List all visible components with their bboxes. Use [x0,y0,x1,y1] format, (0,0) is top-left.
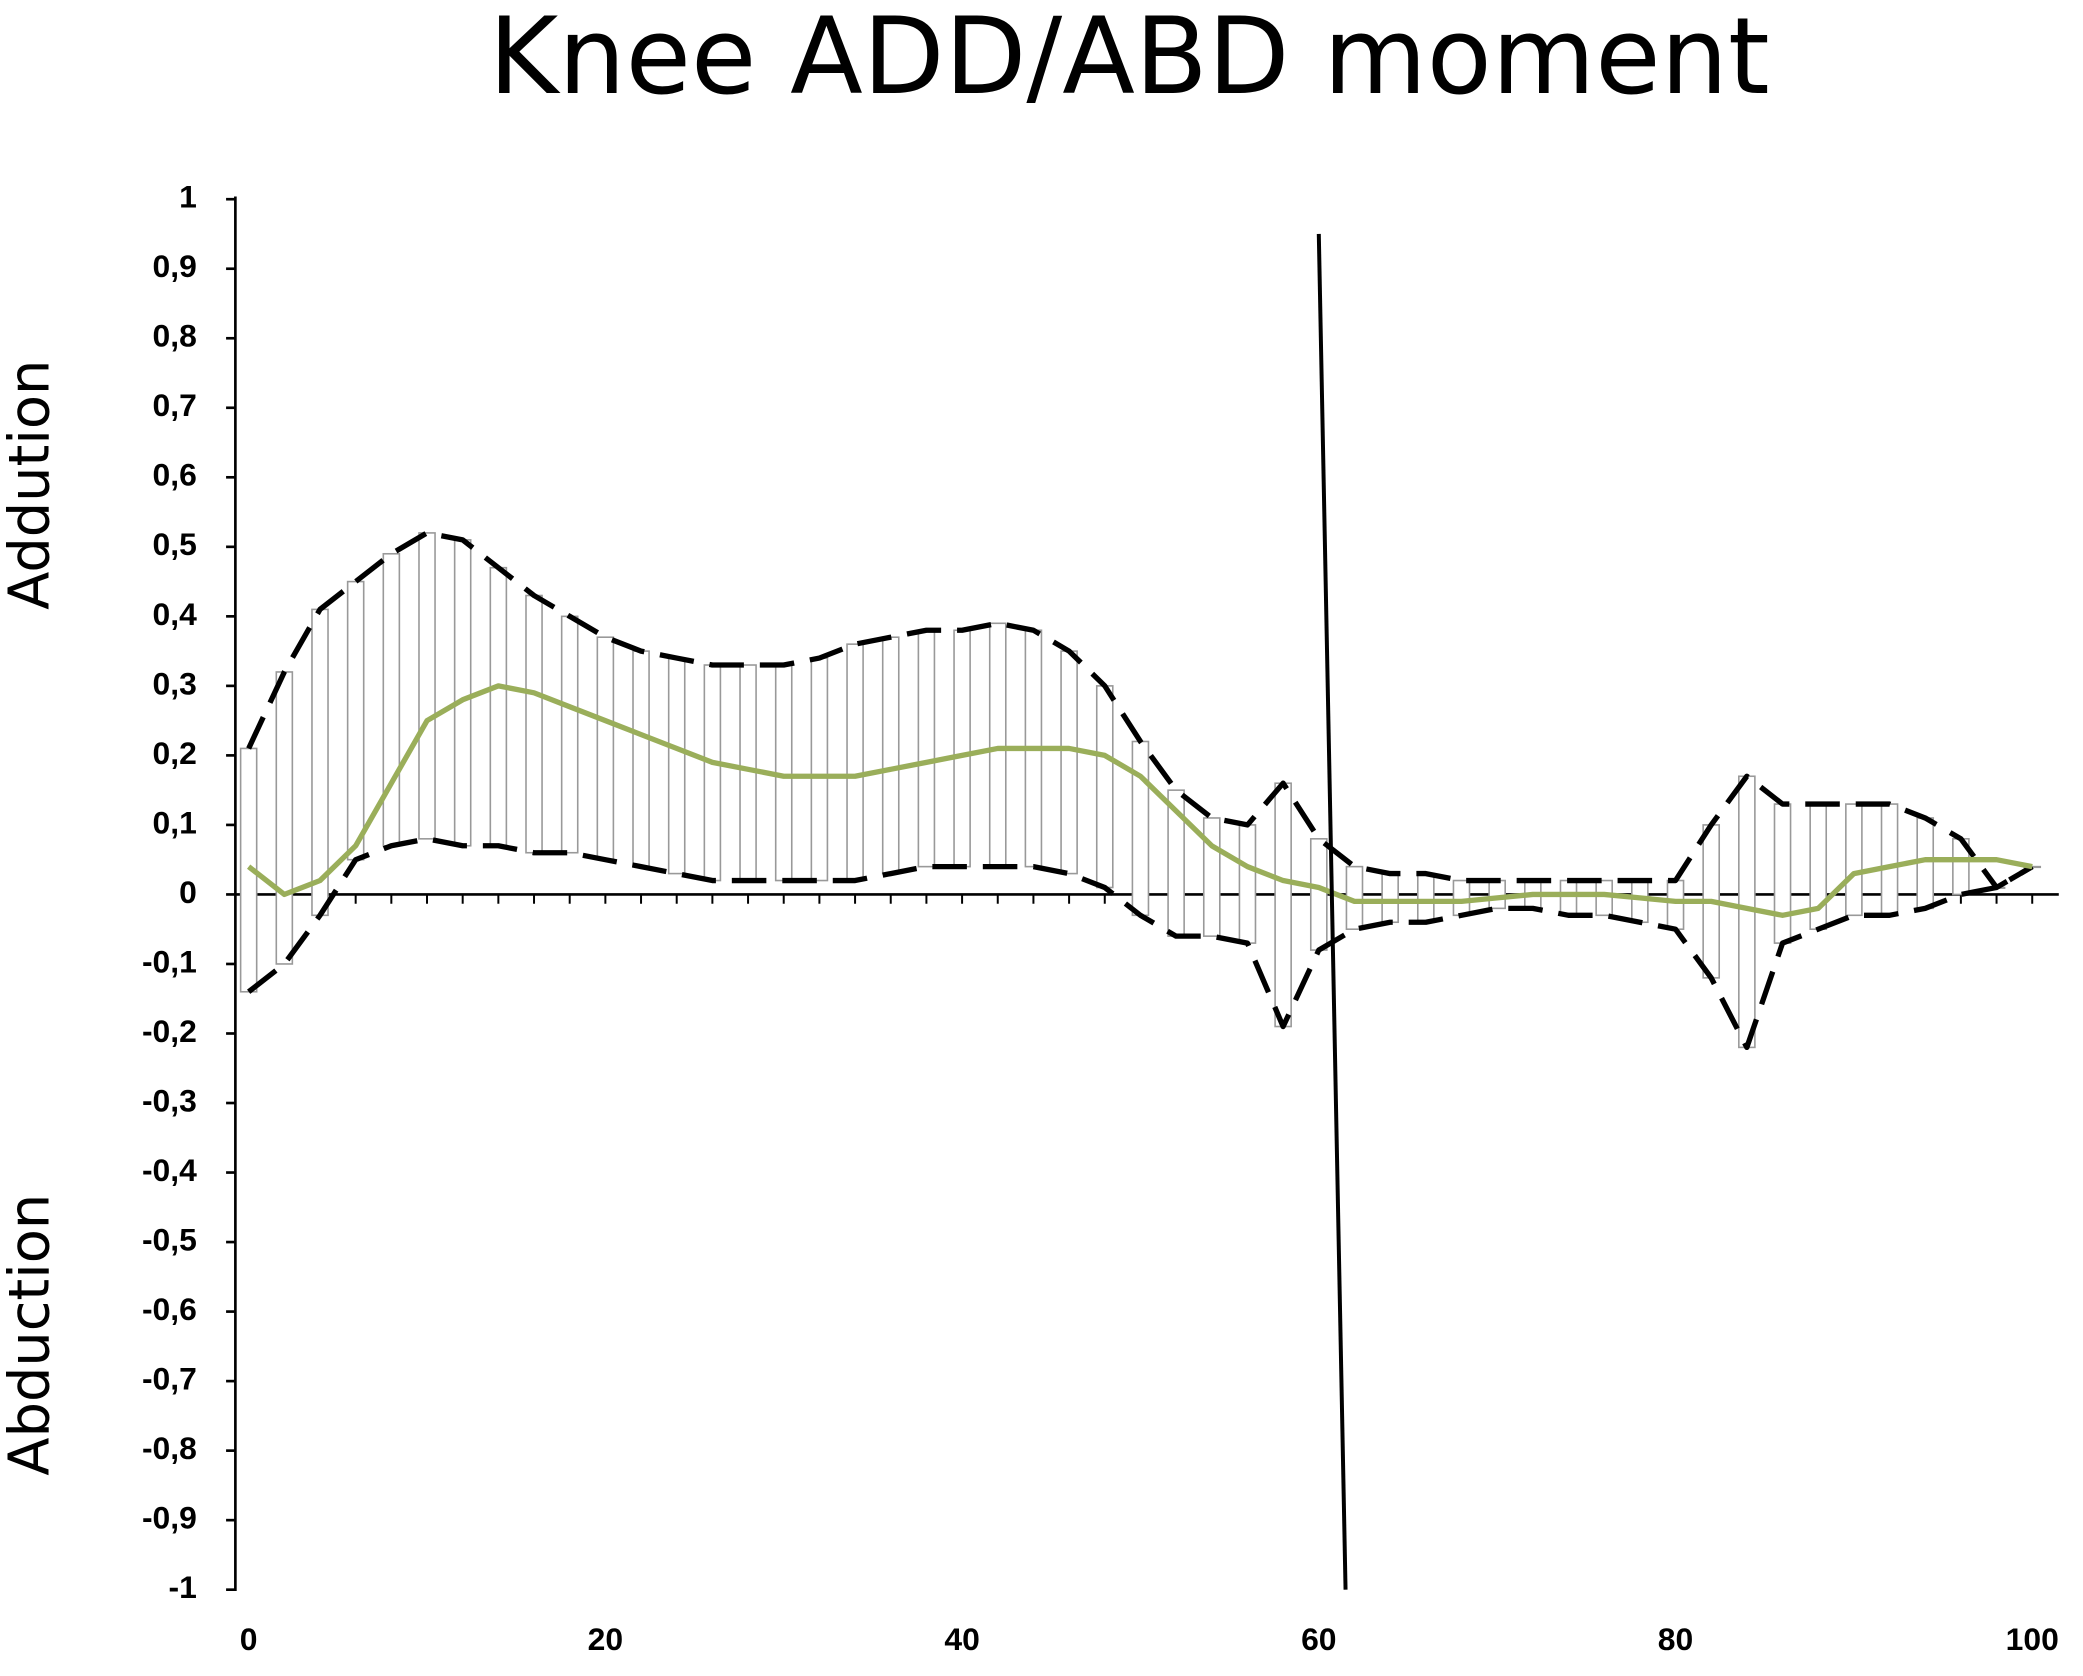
range-bar [1773,803,1792,944]
y-tick-label: 1 [179,179,197,215]
y-tick-label: 0,4 [153,596,198,632]
range-bar [703,664,722,882]
range-bar [667,657,686,875]
range-bar [1845,803,1863,917]
range-bar [917,629,936,868]
range-bar [525,594,543,854]
y-tick-label: 0,9 [153,248,197,284]
range-bar [418,532,436,840]
y-tick-label: 0,5 [153,526,197,562]
range-bar [1880,803,1899,917]
y-tick-label: -0,6 [142,1291,197,1327]
range-bar [1309,838,1328,951]
range-bar [953,629,971,868]
range-bar [1416,872,1435,924]
x-tick-label: 80 [1658,1621,1693,1657]
mean-line [247,683,2033,918]
x-tick-label: 60 [1301,1621,1336,1657]
range-bar [1202,817,1221,937]
range-bar [1452,879,1471,917]
y-tick-label: 0,2 [153,735,197,771]
range-bar [1095,685,1114,889]
chart-title: Knee ADD/ABD moment [489,0,1770,119]
y-tick-label: 0 [179,874,197,910]
range-bar [1559,879,1578,917]
range-bar [632,650,650,868]
range-bar [1238,824,1257,944]
range-bar [1274,782,1292,1028]
range-bar [1488,879,1506,910]
range-bar [382,552,401,847]
y-axis-label: Addution [0,360,63,610]
range-bar [846,643,864,882]
range-bar [810,657,829,882]
y-tick-label: -0,8 [142,1430,197,1466]
y-tick-label: -0,4 [142,1152,197,1188]
y-tick-label: 0,8 [153,318,197,354]
range-bar [275,671,294,965]
y-tick-label: -0,2 [142,1013,197,1049]
y-tick-label: -1 [169,1569,197,1605]
range-bar [489,566,508,847]
range-bar [596,636,615,861]
y-tick-label: 0,3 [153,665,197,701]
range-bar [453,539,472,847]
range-bar [1131,740,1150,917]
x-tick-label: 20 [588,1621,623,1657]
y-tick-label: 0,7 [153,387,197,423]
sd-line [246,530,2034,891]
range-bar [1060,650,1078,875]
range-bar [1381,872,1399,924]
range-bar [1631,879,1649,924]
x-tick-label: 0 [240,1621,258,1657]
y-tick-label: 0,1 [153,804,197,840]
reference-line [1316,233,1348,1590]
x-tick-label: 100 [2006,1621,2059,1657]
range-bar [881,636,900,875]
range-bar [1595,879,1613,917]
range-bar [311,608,329,917]
range-bar [346,580,365,861]
y-tick-label: -0,5 [142,1221,197,1257]
range-bar [988,622,1007,868]
y-tick-label: 0,6 [153,457,197,493]
x-tick-label: 40 [944,1621,979,1657]
y-tick-label: -0,7 [142,1361,197,1397]
sd-line [247,836,2034,1051]
range-bar [1666,879,1685,931]
y-tick-label: -0,9 [142,1500,197,1536]
y-axis-label: Abduction [0,1194,63,1476]
range-bar [560,615,579,854]
y-tick-label: -0,1 [142,943,197,979]
y-tick-label: -0,3 [142,1082,197,1118]
